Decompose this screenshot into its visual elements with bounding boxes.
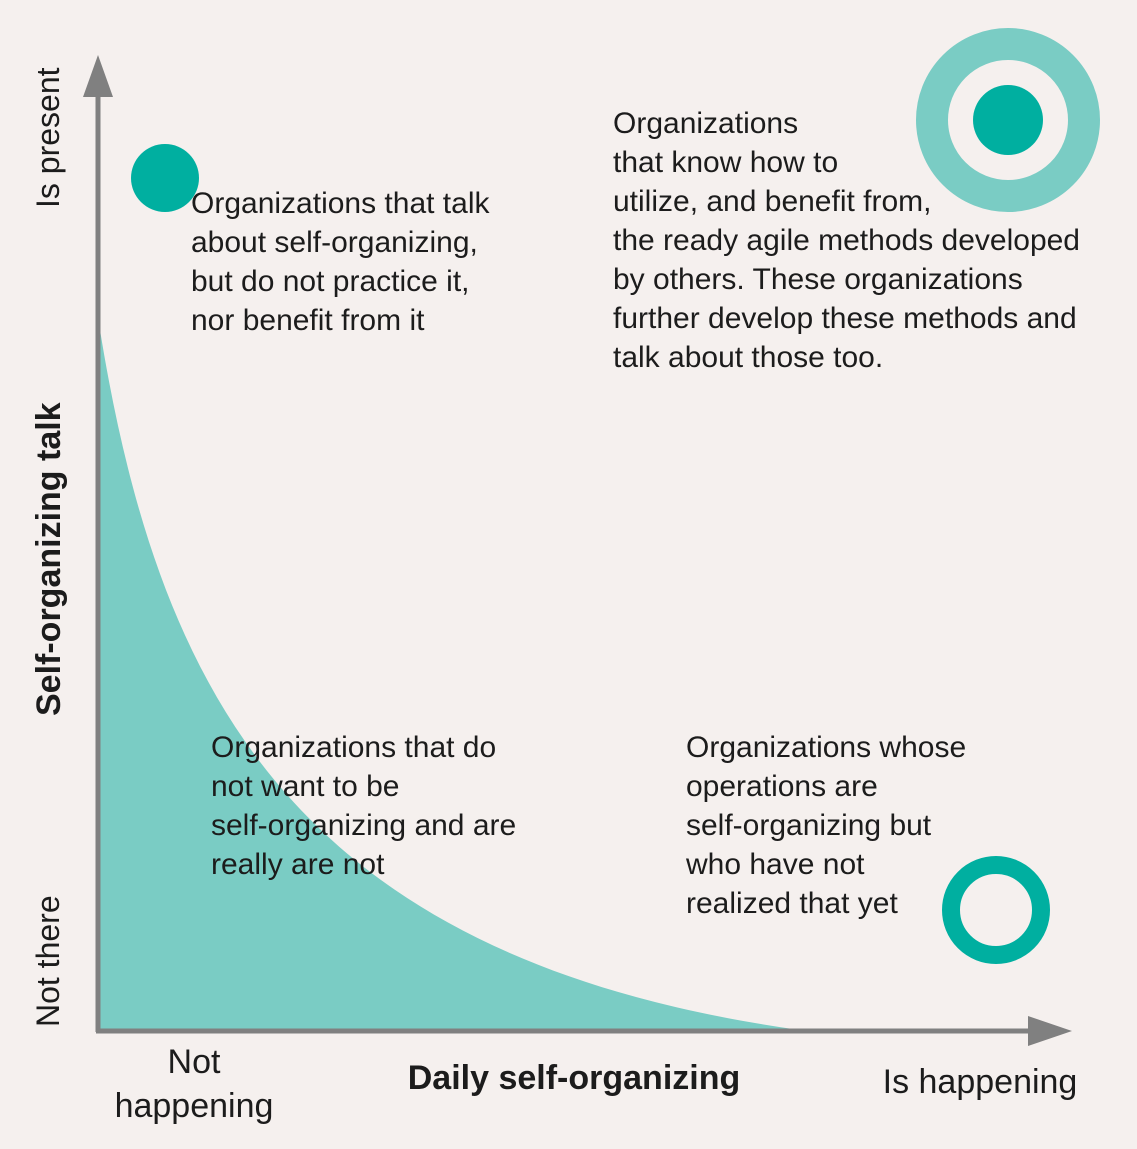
quadrant-top-left-text: Organizations that talk about self-organ… bbox=[191, 187, 490, 337]
quadrant-bottom-right-text: Organizations whose operations are self-… bbox=[686, 731, 967, 920]
talk-only-marker bbox=[131, 144, 199, 212]
y-axis-title: Self-organizing talk bbox=[30, 402, 68, 716]
practice-only-ring-marker bbox=[942, 856, 1050, 964]
quadrant-top-right-text: Organizations that know how to utilize, … bbox=[613, 107, 1080, 374]
curve-area bbox=[100, 330, 800, 1030]
quadrant-bottom-left-text: Organizations that do not want to be sel… bbox=[211, 731, 517, 881]
target-center-marker bbox=[973, 85, 1043, 155]
x-axis-arrow bbox=[1028, 1016, 1072, 1046]
x-axis-right-label: Is happening bbox=[882, 1063, 1078, 1101]
target-outer-ring-marker bbox=[916, 28, 1100, 212]
y-axis-arrow bbox=[83, 55, 113, 97]
y-axis-top-label: Is present bbox=[30, 67, 66, 208]
x-axis-left-label: Not happening bbox=[114, 1043, 274, 1125]
y-axis-bottom-label: Not there bbox=[30, 895, 66, 1027]
x-axis-title: Daily self-organizing bbox=[407, 1059, 741, 1097]
